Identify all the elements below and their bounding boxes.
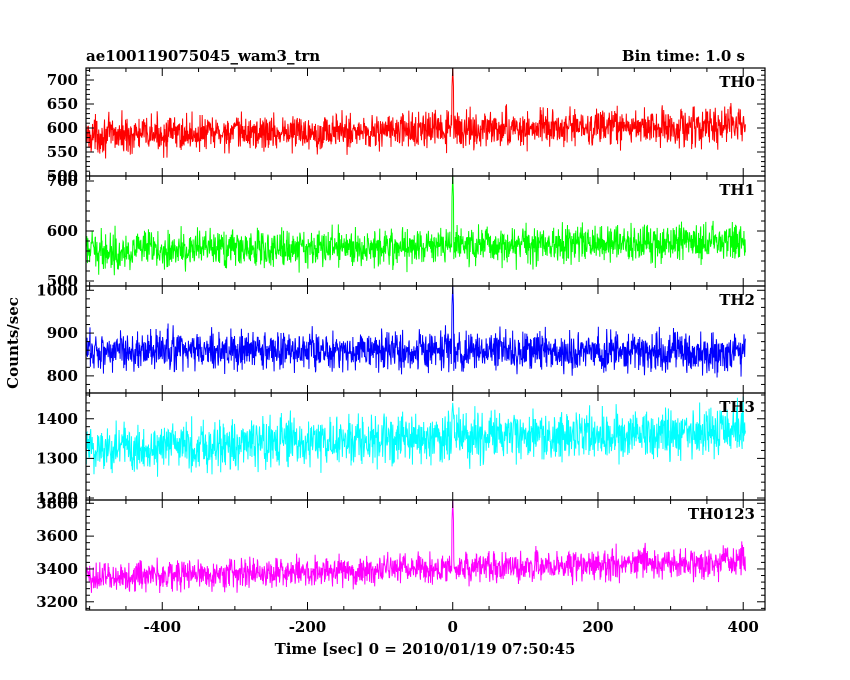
panel-th3: 1200 1300 1400 TH3 xyxy=(36,392,766,507)
y-tick-label: 800 xyxy=(47,367,78,385)
x-tick-label: 0 xyxy=(448,618,458,636)
x-axis-label: Time [sec] 0 = 2010/01/19 07:50:45 xyxy=(275,640,576,658)
y-tick-label: 700 xyxy=(47,172,78,190)
x-tick-label: 200 xyxy=(582,618,613,636)
panel-th2: 800 900 1000 TH2 xyxy=(36,281,766,394)
y-tick-label: 900 xyxy=(47,324,78,342)
y-tick-label: 3200 xyxy=(36,593,78,611)
panels: 500 550 600 650 700 TH0 500 600 700 TH1 800 900 1000… xyxy=(36,67,766,636)
series-label-th0: TH0 xyxy=(719,73,755,91)
series-line-th1 xyxy=(86,176,746,276)
y-tick-label: 600 xyxy=(47,222,78,240)
y-tick-label: 700 xyxy=(47,71,78,89)
y-tick-label: 1000 xyxy=(36,281,78,299)
y-tick-label: 1400 xyxy=(36,410,78,428)
y-tick-label: 600 xyxy=(47,119,78,137)
series-line-th2 xyxy=(86,286,746,378)
x-tick-label: 400 xyxy=(728,618,759,636)
y-axis-label: Counts/sec xyxy=(4,297,22,389)
y-tick-label: 3400 xyxy=(36,560,78,578)
series-line-th0 xyxy=(86,68,746,159)
series-label-th1: TH1 xyxy=(719,181,755,199)
y-tick-label: 500 xyxy=(47,272,78,290)
panel-frame xyxy=(85,499,766,611)
series-line-th3 xyxy=(86,396,746,477)
panel-th0123: 3200 3400 3600 3800 TH0123 xyxy=(36,494,766,611)
panel-th1: 500 600 700 TH1 xyxy=(47,172,766,290)
series-line-th0123 xyxy=(86,500,746,593)
y-tick-label: 1200 xyxy=(36,489,78,507)
y-tick-label: 550 xyxy=(47,143,78,161)
y-tick-label: 650 xyxy=(47,95,78,113)
chart-title: ae100119075045_wam3_trn xyxy=(86,47,320,65)
y-tick-label: 500 xyxy=(47,167,78,185)
series-label-th0123: TH0123 xyxy=(688,505,755,523)
series-label-th2: TH2 xyxy=(719,291,755,309)
panel-th0: 500 550 600 650 700 TH0 xyxy=(47,67,766,185)
series-label-th3: TH3 xyxy=(719,398,755,416)
x-tick-label: -400 xyxy=(143,618,181,636)
y-tick-label: 3600 xyxy=(36,527,78,545)
bin-time-label: Bin time: 1.0 s xyxy=(622,47,745,65)
x-tick-label: -200 xyxy=(289,618,327,636)
y-tick-label: 1300 xyxy=(36,449,78,467)
y-tick-label: 3800 xyxy=(36,494,78,512)
